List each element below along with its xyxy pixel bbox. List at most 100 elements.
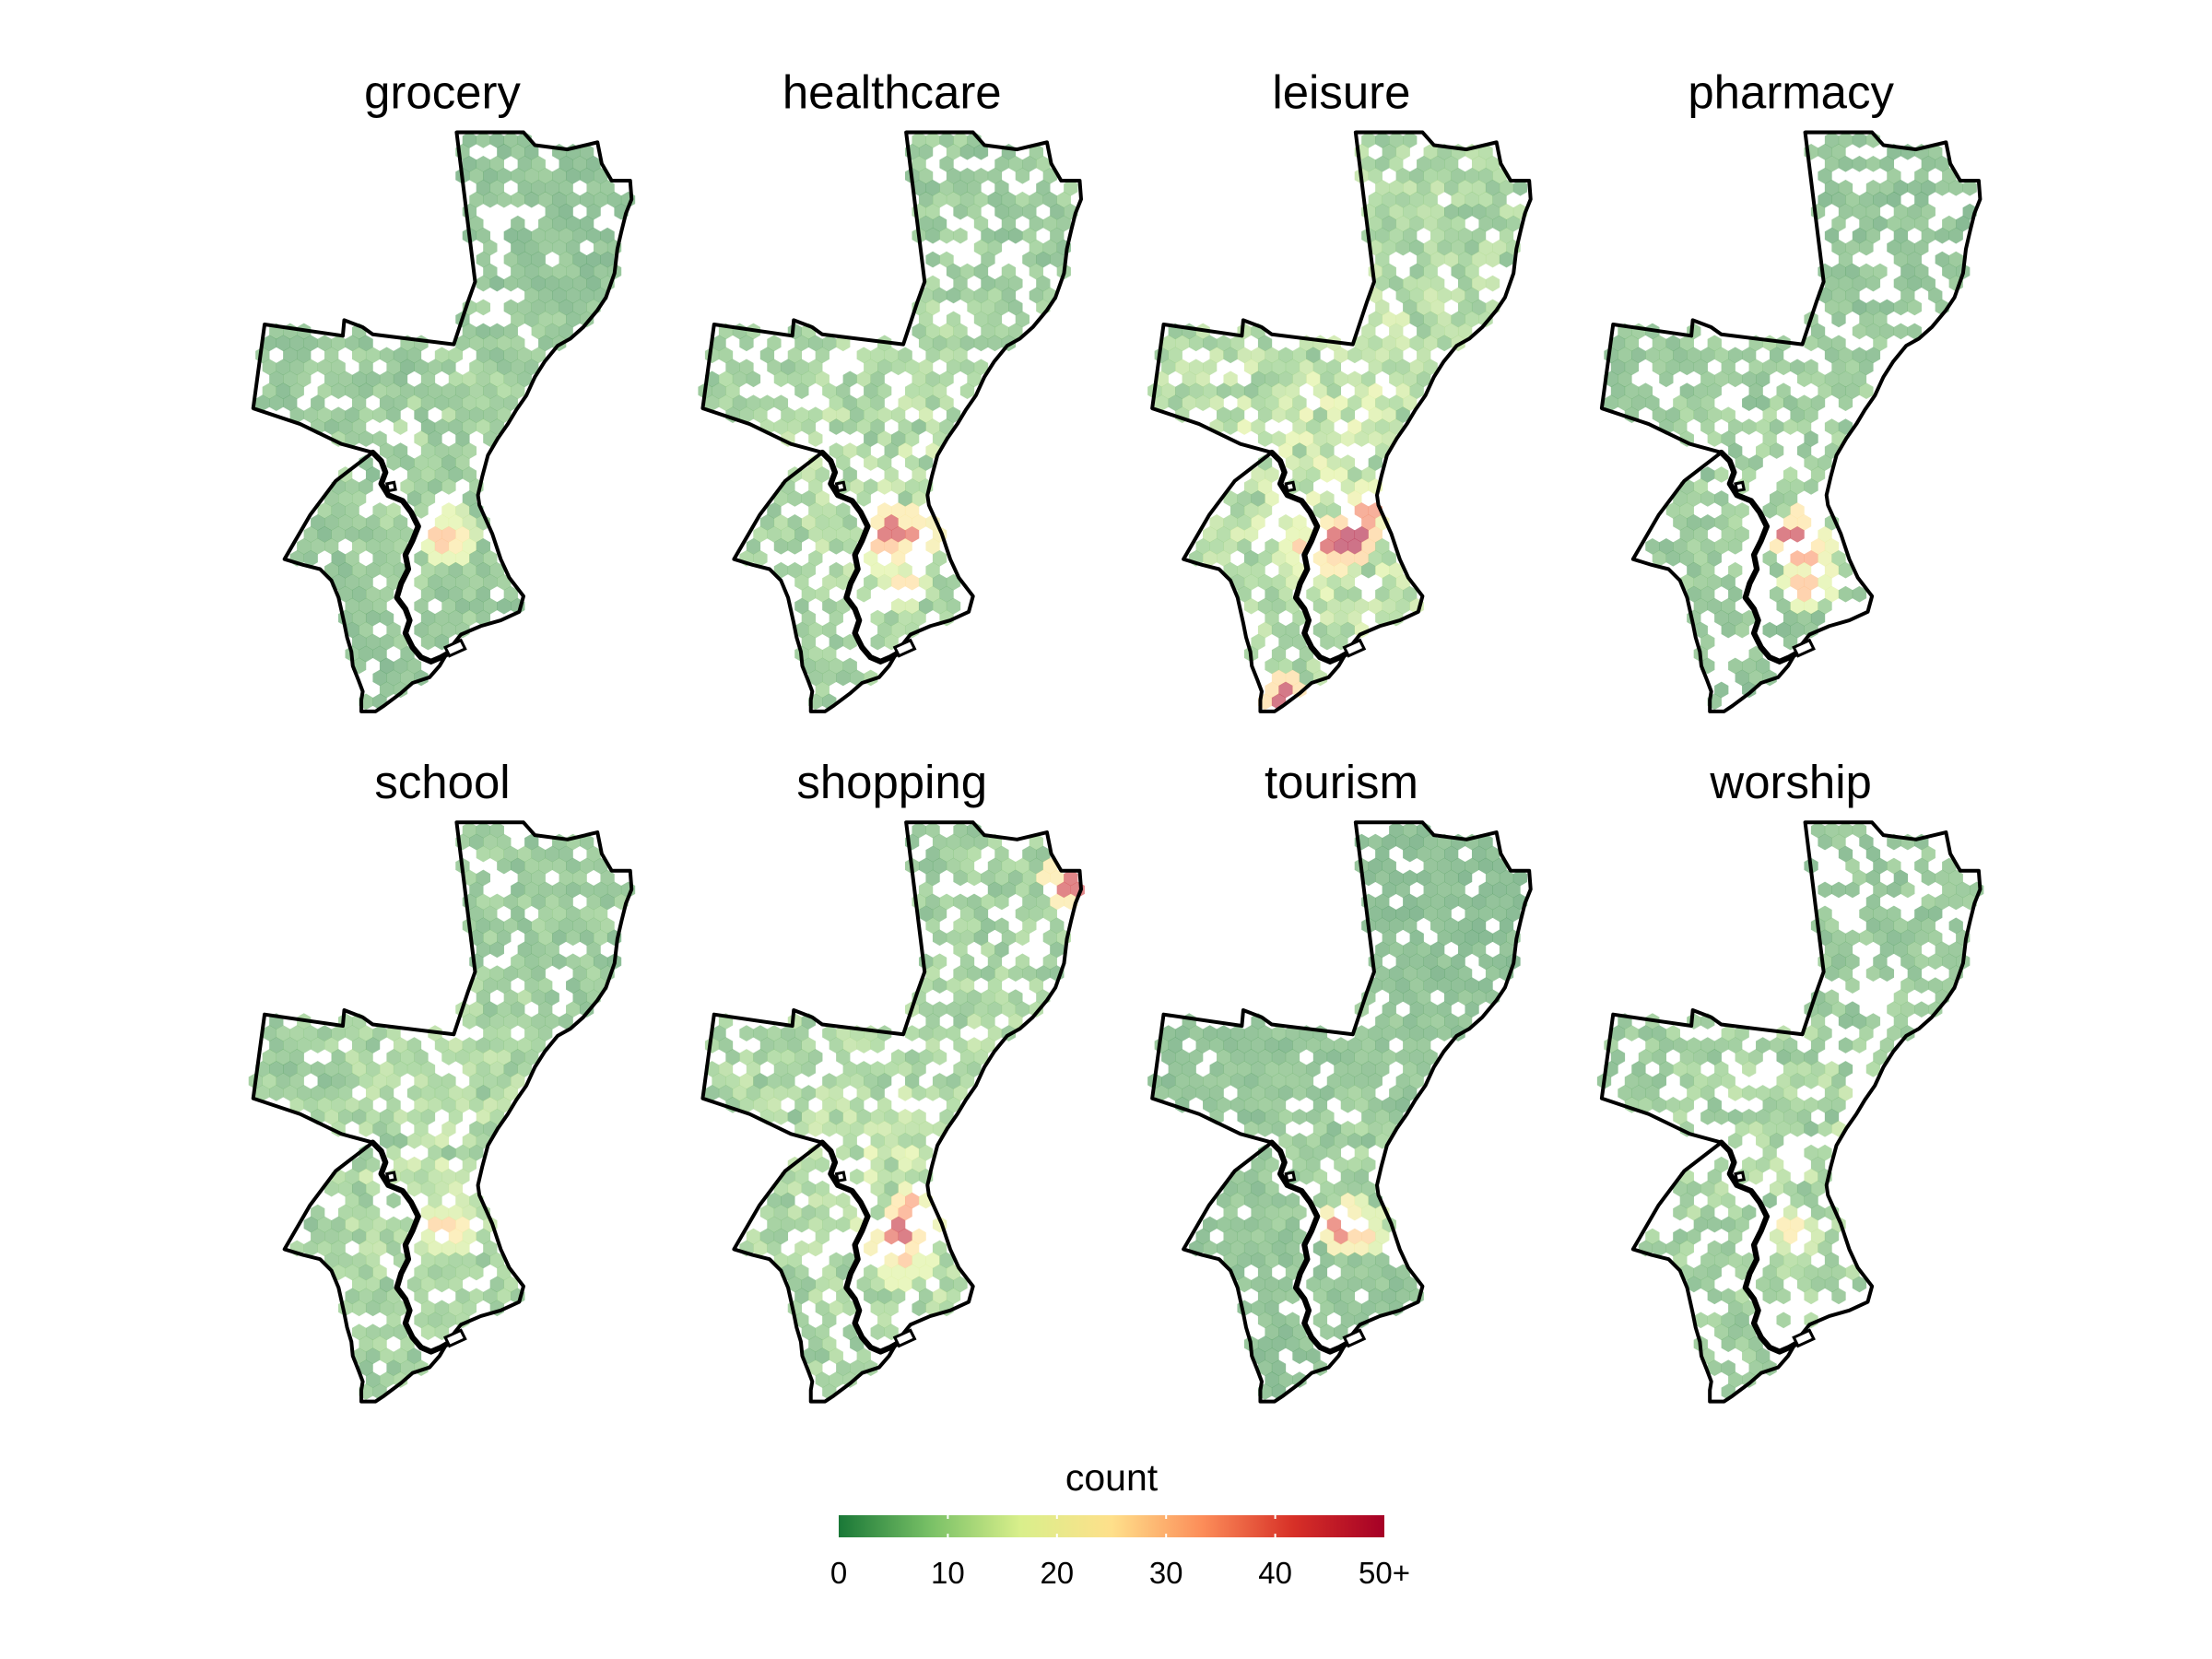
hex-bin	[1852, 821, 1867, 839]
hex-bin	[1865, 323, 1881, 340]
hex-bin	[1265, 394, 1279, 412]
hex-bin	[1852, 275, 1867, 292]
hex-bin	[497, 833, 512, 851]
hex-bin	[925, 1085, 940, 1101]
hex-bin	[586, 227, 601, 244]
hex-bin	[1921, 845, 1936, 863]
hex-bin	[1320, 442, 1335, 459]
hex-bin	[1845, 1001, 1860, 1018]
hex-bin	[1251, 1085, 1265, 1101]
hex-bin	[739, 1097, 754, 1113]
hex-bin	[1742, 347, 1757, 364]
hex-bin	[1217, 549, 1231, 567]
hex-bin	[1652, 1240, 1667, 1257]
hex-bin	[476, 1037, 490, 1053]
hex-bin	[1375, 1300, 1390, 1317]
hex-bin	[420, 609, 436, 627]
hex-bin	[441, 1049, 456, 1065]
hex-bin	[441, 382, 456, 400]
hex-bin	[1312, 1097, 1328, 1113]
hex-bin	[953, 917, 968, 935]
hex-bin	[1265, 657, 1279, 675]
hex-bin	[1776, 1288, 1791, 1305]
hex-bin	[1382, 1049, 1396, 1065]
hex-bin	[732, 371, 747, 388]
hex-bin	[1368, 833, 1382, 851]
hex-bin	[1824, 347, 1840, 364]
hex-bin	[1354, 1120, 1369, 1137]
hex-bin	[712, 335, 726, 352]
hex-bin	[1409, 335, 1424, 352]
hex-bin	[497, 929, 512, 947]
hex-bin	[1451, 215, 1465, 232]
hex-bin	[1361, 156, 1376, 172]
hex-bin	[303, 335, 318, 352]
hex-bin	[1852, 371, 1867, 388]
hex-bin	[1956, 881, 1971, 899]
hex-bin	[1285, 406, 1300, 423]
hex-bin	[925, 869, 940, 887]
hex-bin	[898, 347, 912, 364]
hex-bin	[953, 1276, 968, 1293]
hex-bin	[918, 1049, 934, 1065]
hex-bin	[801, 1324, 816, 1341]
hex-bin	[1334, 1300, 1348, 1317]
hex-bin	[1271, 1359, 1287, 1376]
hex-bin	[1285, 1216, 1300, 1233]
hex-bin	[379, 609, 394, 627]
hex-bin	[1265, 1037, 1279, 1053]
hex-bin	[1810, 371, 1826, 388]
hex-bin	[1831, 382, 1846, 400]
hex-bin	[462, 490, 477, 507]
hex-bin	[1320, 1252, 1335, 1269]
hex-bin	[1382, 1025, 1396, 1041]
hex-bin	[1403, 227, 1418, 244]
hex-bin	[973, 263, 989, 280]
hex-bin	[1257, 359, 1273, 376]
hex-bin	[1645, 1228, 1660, 1245]
hex-bin	[1292, 442, 1307, 459]
hex-bin	[1900, 287, 1915, 304]
hex-bin	[1921, 869, 1936, 887]
hex-bin	[994, 227, 1009, 244]
hex-bin	[773, 1037, 789, 1053]
hex-bin	[420, 490, 436, 507]
hex-bin	[351, 418, 367, 435]
hex-bin	[406, 1037, 422, 1053]
hex-bin	[365, 1276, 381, 1293]
hex-bin	[794, 406, 809, 423]
hex-bin	[787, 371, 803, 388]
hex-bin	[925, 561, 940, 579]
hex-bin	[1203, 1097, 1218, 1113]
hex-bin	[1395, 144, 1410, 160]
hex-bin	[497, 1049, 512, 1065]
hex-bin	[476, 1061, 490, 1077]
hex-bin	[822, 1073, 837, 1089]
hex-bin	[503, 1037, 518, 1053]
hex-bin	[1693, 406, 1708, 423]
hex-bin	[953, 1037, 968, 1053]
hex-bin	[448, 1276, 464, 1293]
hex-bin	[517, 1013, 532, 1030]
hex-bin	[338, 514, 353, 531]
hex-bin	[511, 191, 525, 208]
hex-bin	[1403, 371, 1418, 388]
hex-bin	[1029, 215, 1043, 232]
hex-bin	[1818, 191, 1832, 208]
hex-bin	[1756, 371, 1771, 388]
hex-bin	[1776, 1240, 1791, 1257]
hex-bin	[1382, 1264, 1396, 1281]
hex-bin	[1465, 311, 1479, 328]
hex-bin	[1182, 1061, 1196, 1077]
hex-bin	[303, 1240, 318, 1257]
hex-bin	[1665, 1025, 1680, 1041]
hex-bin	[476, 371, 490, 388]
hex-bin	[801, 1037, 816, 1053]
hex-bin	[1451, 953, 1465, 971]
hex-bin	[1209, 1037, 1224, 1053]
hex-bin	[1700, 371, 1715, 388]
hex-bin	[1810, 1180, 1826, 1197]
hex-bin	[1831, 359, 1846, 376]
hex-bin	[1935, 941, 1949, 959]
hex-bin	[1271, 1192, 1287, 1209]
